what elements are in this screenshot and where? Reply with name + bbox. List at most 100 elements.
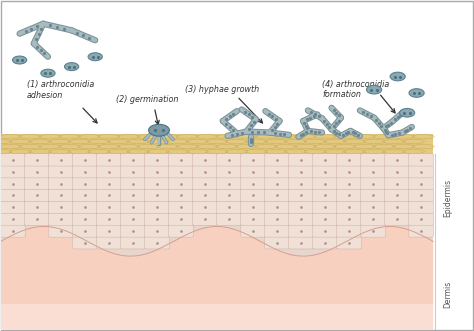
FancyBboxPatch shape: [145, 225, 169, 237]
FancyBboxPatch shape: [48, 154, 73, 166]
FancyBboxPatch shape: [96, 225, 121, 237]
Ellipse shape: [12, 56, 27, 64]
FancyBboxPatch shape: [192, 177, 218, 190]
FancyBboxPatch shape: [361, 154, 385, 166]
Ellipse shape: [88, 53, 102, 61]
FancyBboxPatch shape: [168, 189, 193, 202]
FancyBboxPatch shape: [312, 166, 337, 178]
FancyBboxPatch shape: [361, 201, 385, 213]
FancyBboxPatch shape: [24, 154, 49, 166]
FancyBboxPatch shape: [240, 189, 265, 202]
FancyBboxPatch shape: [0, 166, 25, 178]
FancyBboxPatch shape: [168, 225, 193, 237]
FancyBboxPatch shape: [192, 213, 218, 225]
FancyBboxPatch shape: [289, 189, 313, 202]
FancyBboxPatch shape: [0, 201, 25, 213]
FancyBboxPatch shape: [145, 201, 169, 213]
FancyBboxPatch shape: [145, 213, 169, 225]
FancyBboxPatch shape: [337, 201, 362, 213]
FancyBboxPatch shape: [73, 189, 97, 202]
FancyBboxPatch shape: [120, 154, 146, 166]
FancyBboxPatch shape: [289, 213, 313, 225]
FancyBboxPatch shape: [24, 189, 49, 202]
FancyBboxPatch shape: [312, 213, 337, 225]
FancyBboxPatch shape: [48, 201, 73, 213]
FancyBboxPatch shape: [312, 201, 337, 213]
FancyBboxPatch shape: [312, 225, 337, 237]
FancyBboxPatch shape: [120, 166, 146, 178]
FancyBboxPatch shape: [312, 189, 337, 202]
FancyBboxPatch shape: [264, 213, 290, 225]
FancyBboxPatch shape: [96, 201, 121, 213]
Ellipse shape: [366, 85, 382, 94]
Text: Epidermis: Epidermis: [443, 179, 452, 217]
FancyBboxPatch shape: [217, 166, 241, 178]
FancyBboxPatch shape: [73, 166, 97, 178]
FancyBboxPatch shape: [168, 154, 193, 166]
FancyBboxPatch shape: [289, 237, 313, 249]
FancyBboxPatch shape: [384, 154, 410, 166]
FancyBboxPatch shape: [96, 154, 121, 166]
FancyBboxPatch shape: [145, 177, 169, 190]
FancyBboxPatch shape: [24, 177, 49, 190]
FancyBboxPatch shape: [409, 189, 434, 202]
FancyBboxPatch shape: [120, 177, 146, 190]
FancyBboxPatch shape: [120, 213, 146, 225]
FancyBboxPatch shape: [48, 177, 73, 190]
Text: (4) arthroconidia
formation: (4) arthroconidia formation: [322, 80, 389, 99]
FancyBboxPatch shape: [96, 166, 121, 178]
FancyBboxPatch shape: [264, 237, 290, 249]
FancyBboxPatch shape: [192, 166, 218, 178]
Text: (1) arthroconidia
adhesion: (1) arthroconidia adhesion: [27, 80, 94, 100]
FancyBboxPatch shape: [48, 225, 73, 237]
FancyBboxPatch shape: [409, 225, 434, 237]
FancyBboxPatch shape: [337, 213, 362, 225]
Ellipse shape: [41, 69, 55, 77]
FancyBboxPatch shape: [0, 225, 25, 237]
FancyBboxPatch shape: [361, 189, 385, 202]
FancyBboxPatch shape: [289, 225, 313, 237]
FancyBboxPatch shape: [73, 201, 97, 213]
FancyBboxPatch shape: [217, 201, 241, 213]
FancyBboxPatch shape: [264, 189, 290, 202]
FancyBboxPatch shape: [289, 166, 313, 178]
FancyBboxPatch shape: [120, 201, 146, 213]
FancyBboxPatch shape: [337, 189, 362, 202]
FancyBboxPatch shape: [240, 154, 265, 166]
Ellipse shape: [409, 89, 424, 97]
FancyBboxPatch shape: [337, 237, 362, 249]
FancyBboxPatch shape: [217, 177, 241, 190]
FancyBboxPatch shape: [337, 154, 362, 166]
FancyBboxPatch shape: [217, 213, 241, 225]
FancyBboxPatch shape: [240, 166, 265, 178]
FancyBboxPatch shape: [217, 154, 241, 166]
FancyBboxPatch shape: [145, 166, 169, 178]
FancyBboxPatch shape: [48, 189, 73, 202]
FancyBboxPatch shape: [48, 213, 73, 225]
FancyBboxPatch shape: [73, 213, 97, 225]
FancyBboxPatch shape: [96, 213, 121, 225]
Polygon shape: [0, 226, 433, 330]
Ellipse shape: [64, 63, 79, 71]
FancyBboxPatch shape: [96, 177, 121, 190]
FancyBboxPatch shape: [240, 213, 265, 225]
FancyBboxPatch shape: [73, 237, 97, 249]
FancyBboxPatch shape: [145, 154, 169, 166]
FancyBboxPatch shape: [264, 166, 290, 178]
Bar: [0, 134, 433, 154]
FancyBboxPatch shape: [409, 177, 434, 190]
FancyBboxPatch shape: [240, 201, 265, 213]
Ellipse shape: [149, 124, 169, 136]
FancyBboxPatch shape: [264, 225, 290, 237]
FancyBboxPatch shape: [264, 154, 290, 166]
FancyBboxPatch shape: [361, 177, 385, 190]
FancyBboxPatch shape: [264, 177, 290, 190]
FancyBboxPatch shape: [289, 177, 313, 190]
FancyBboxPatch shape: [240, 225, 265, 237]
Text: (3) hyphae growth: (3) hyphae growth: [185, 85, 259, 94]
FancyBboxPatch shape: [145, 237, 169, 249]
FancyBboxPatch shape: [384, 177, 410, 190]
FancyBboxPatch shape: [120, 237, 146, 249]
FancyBboxPatch shape: [120, 225, 146, 237]
FancyBboxPatch shape: [240, 177, 265, 190]
